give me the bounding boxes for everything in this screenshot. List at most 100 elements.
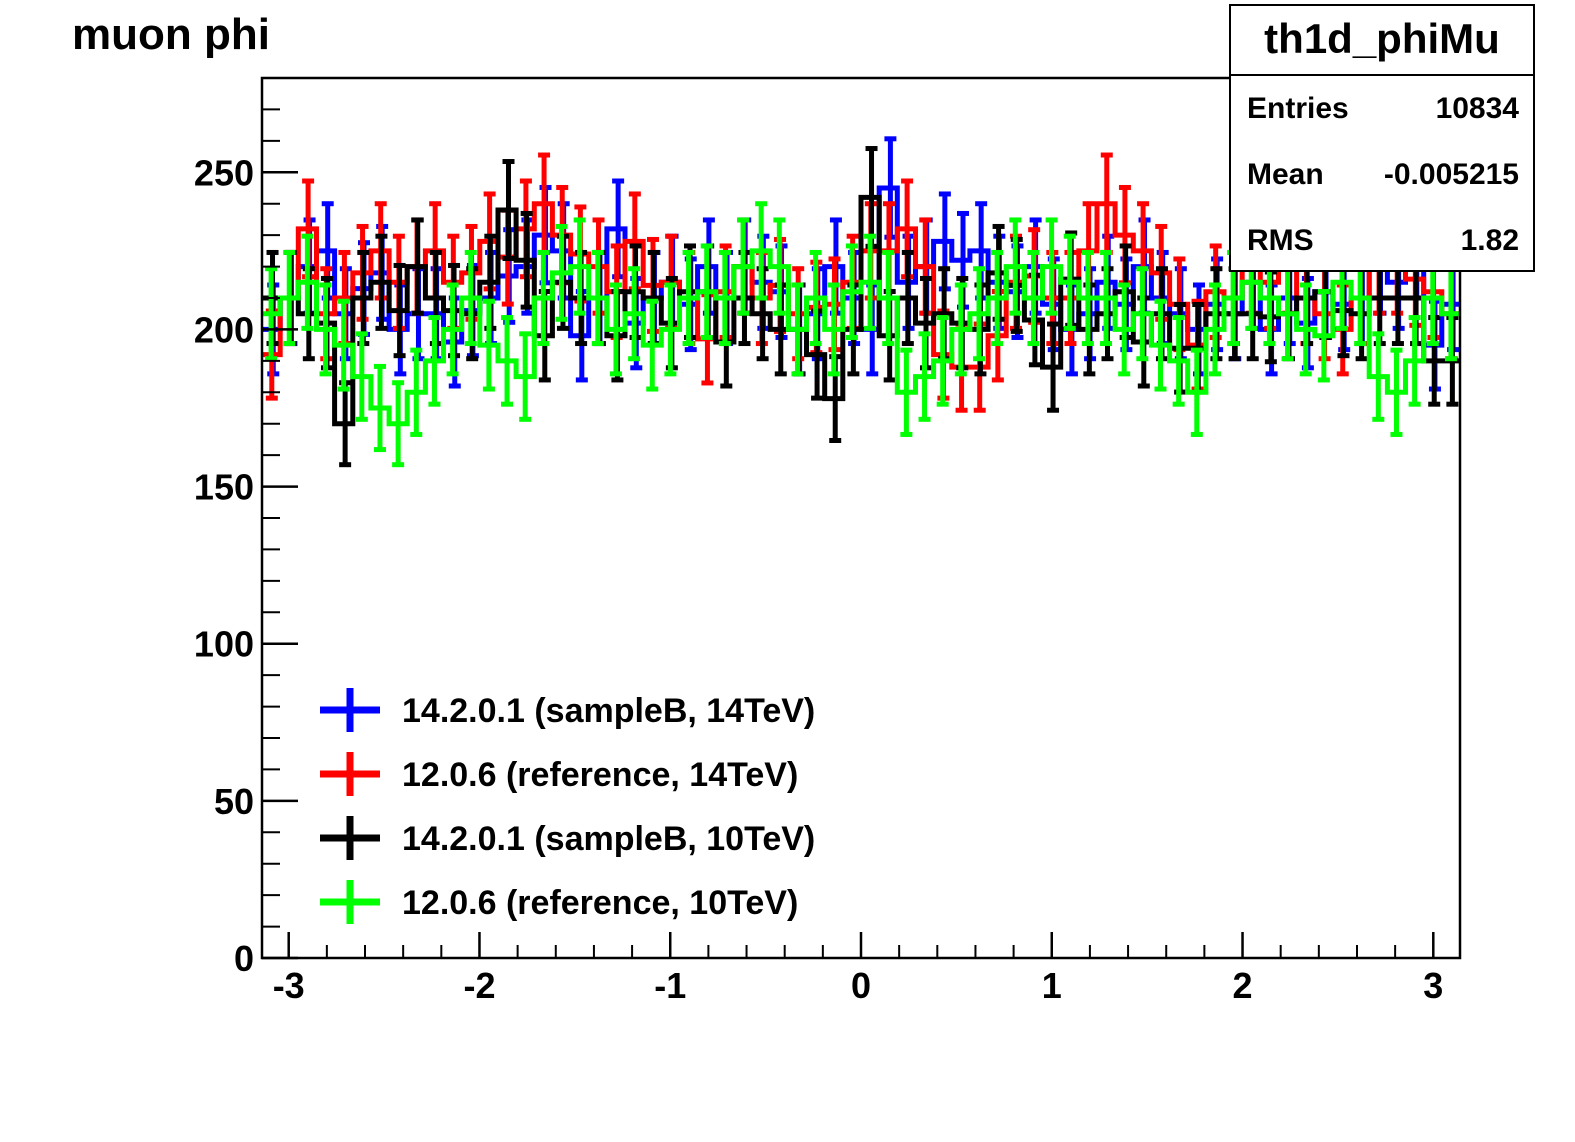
error-bar xyxy=(773,217,786,316)
stats-row-entries: Entries 10834 xyxy=(1231,76,1533,142)
error-bar xyxy=(375,233,388,331)
error-bar xyxy=(446,282,459,377)
error-bar xyxy=(718,249,731,347)
error-bar xyxy=(882,249,895,347)
error-bar xyxy=(464,249,477,347)
error-bar xyxy=(502,159,515,261)
error-bar xyxy=(373,363,386,453)
error-bar xyxy=(392,380,405,468)
error-bar xyxy=(664,282,677,377)
error-bar xyxy=(1172,315,1185,407)
x-tick-label: 2 xyxy=(1233,965,1253,1006)
legend-entry: 14.2.0.1 (sampleB, 14TeV) xyxy=(320,688,815,732)
error-bar xyxy=(755,201,768,301)
stats-name: th1d_phiMu xyxy=(1231,6,1533,76)
chart-title: muon phi xyxy=(72,10,270,59)
legend-label: 14.2.0.1 (sampleB, 10TeV) xyxy=(402,820,815,858)
error-bar xyxy=(573,217,586,316)
stats-row-mean: Mean -0.005215 xyxy=(1231,142,1533,208)
error-bar xyxy=(1047,321,1060,413)
error-bar xyxy=(954,282,967,377)
x-tick-label: -1 xyxy=(654,965,686,1006)
error-bar xyxy=(1190,347,1203,437)
stats-value: -0.005215 xyxy=(1383,158,1519,191)
error-bar xyxy=(1208,282,1221,377)
error-bar xyxy=(791,282,804,377)
error-bar xyxy=(501,315,514,407)
stats-label: Entries xyxy=(1247,92,1349,125)
error-bar xyxy=(1118,282,1131,377)
error-bar xyxy=(1009,217,1022,316)
error-bar xyxy=(864,233,877,331)
error-bar xyxy=(1081,249,1094,347)
error-bar xyxy=(809,249,822,347)
error-bar xyxy=(301,233,314,331)
error-bar xyxy=(355,331,368,422)
stats-value: 10834 xyxy=(1435,92,1519,125)
error-bar xyxy=(609,282,622,377)
error-bar xyxy=(918,331,931,422)
error-bar xyxy=(646,298,659,392)
y-tick-label: 0 xyxy=(234,938,254,979)
x-tick-label: -3 xyxy=(273,965,305,1006)
x-tick-label: 3 xyxy=(1423,965,1443,1006)
x-tick-label: 1 xyxy=(1042,965,1062,1006)
legend-label: 12.0.6 (reference, 10TeV) xyxy=(402,884,798,922)
error-bar xyxy=(428,315,441,407)
data-marks xyxy=(262,136,1460,468)
error-bar xyxy=(845,243,858,340)
error-bar xyxy=(410,347,423,437)
error-bar xyxy=(555,223,568,322)
error-bar xyxy=(700,243,713,340)
error-bar xyxy=(1372,331,1385,422)
error-bar xyxy=(265,266,278,362)
error-bar xyxy=(1063,233,1076,331)
legend-label: 12.0.6 (reference, 14TeV) xyxy=(402,756,798,794)
error-bar xyxy=(393,262,406,359)
stats-row-rms: RMS 1.82 xyxy=(1231,208,1533,274)
legend-entry: 12.0.6 (reference, 14TeV) xyxy=(320,752,798,796)
error-bar xyxy=(482,298,495,392)
x-tick-label: 0 xyxy=(851,965,871,1006)
error-bar xyxy=(628,266,641,362)
error-bar xyxy=(1317,288,1330,383)
series-3 xyxy=(262,201,1460,468)
series-line xyxy=(262,248,1460,427)
error-bar xyxy=(682,249,695,347)
y-tick-label: 100 xyxy=(194,624,254,665)
error-bar xyxy=(972,266,985,362)
error-bar xyxy=(319,282,332,377)
error-bar xyxy=(737,217,750,316)
stats-label: RMS xyxy=(1247,224,1314,257)
error-bar xyxy=(519,331,532,422)
error-bar xyxy=(936,315,949,407)
error-bar xyxy=(1045,217,1058,316)
error-bar xyxy=(901,249,914,347)
legend: 14.2.0.1 (sampleB, 14TeV) 12.0.6 (referen… xyxy=(320,688,815,924)
error-bar xyxy=(537,249,550,347)
error-bar xyxy=(1390,347,1403,437)
y-tick-label: 150 xyxy=(194,467,254,508)
error-bar xyxy=(1408,315,1421,407)
error-bar xyxy=(1100,249,1113,347)
axes: -3 -2 -1 0 1 2 3 0 50 100 150 200 250 xyxy=(194,108,1443,1006)
y-tick-label: 50 xyxy=(214,781,254,822)
legend-entry: 12.0.6 (reference, 10TeV) xyxy=(320,880,798,924)
error-bar xyxy=(411,217,424,316)
error-bar xyxy=(1154,298,1167,392)
y-tick-label: 250 xyxy=(194,152,254,193)
error-bar xyxy=(1027,249,1040,347)
stats-label: Mean xyxy=(1247,158,1324,191)
error-bar xyxy=(1299,282,1312,377)
error-bar xyxy=(520,210,533,310)
x-tick-label: -2 xyxy=(463,965,495,1006)
error-bar xyxy=(827,282,840,377)
stats-box: th1d_phiMu Entries 10834 Mean -0.005215 … xyxy=(1229,4,1535,272)
error-bar xyxy=(337,298,350,392)
error-bar xyxy=(591,249,604,347)
legend-label: 14.2.0.1 (sampleB, 14TeV) xyxy=(402,692,815,730)
error-bar xyxy=(900,347,913,437)
stats-value: 1.82 xyxy=(1460,224,1519,257)
y-tick-label: 200 xyxy=(194,309,254,350)
